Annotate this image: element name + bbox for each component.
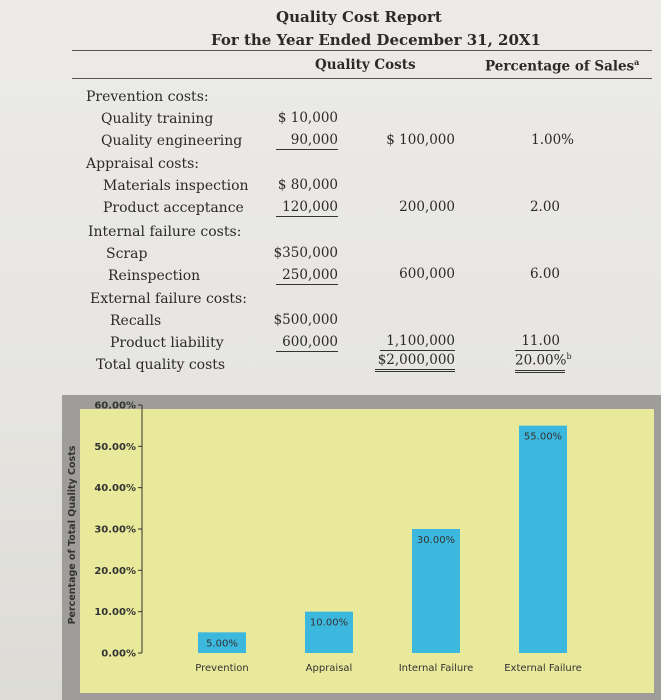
item-amount: 250,000	[276, 267, 338, 285]
category-total: 600,000	[399, 266, 455, 282]
x-category-label: External Failure	[504, 663, 582, 674]
header-rule-bottom	[72, 78, 652, 79]
bar-appraisal	[305, 611, 353, 653]
bar-internal-failure	[412, 529, 460, 653]
total-quality-costs-label: Total quality costs	[96, 357, 226, 373]
category-percentage: 6.00	[529, 266, 560, 282]
column-header-percentage-text: Percentage of Sales	[485, 58, 635, 75]
grand-percentage: 20.00%b	[515, 352, 572, 373]
grand-percentage-value: 20.00%	[515, 352, 567, 369]
item-label: Quality training	[101, 111, 214, 127]
column-header-quality-costs: Quality Costs	[315, 57, 416, 73]
y-tick-label: 10.00%	[94, 607, 136, 618]
footnote-marker-a: a	[634, 57, 640, 67]
category-label-appraisal: Appraisal costs:	[86, 156, 199, 172]
quality-cost-bar-chart: 0.00% 10.00% 20.00% 30.00% 40.00% 50.00% 60.00…	[67, 401, 582, 675]
category-label-internal-failure: Internal failure costs:	[88, 224, 242, 240]
item-label: Materials inspection	[103, 178, 249, 194]
item-label: Scrap	[106, 246, 148, 262]
item-amount: $500,000	[273, 312, 338, 328]
category-total: 200,000	[399, 199, 455, 215]
item-amount: 120,000	[276, 199, 338, 217]
category-percentage: 1.00%	[531, 132, 574, 148]
category-percentage: 11.00	[515, 333, 560, 351]
item-label: Product liability	[110, 335, 224, 351]
y-tick-label: 0.00%	[101, 649, 136, 660]
category-total: $ 100,000	[386, 132, 455, 148]
report-subtitle: For the Year Ended December 31, 20X1	[211, 31, 541, 49]
bar-data-label: 30.00%	[417, 535, 455, 546]
header-rule-top	[72, 50, 652, 51]
footnote-marker-b: b	[566, 352, 572, 361]
item-amount: $ 10,000	[277, 110, 338, 126]
item-amount: $350,000	[273, 245, 338, 261]
item-amount: $ 80,000	[277, 177, 338, 193]
y-tick-label: 60.00%	[94, 401, 136, 412]
item-label: Reinspection	[108, 268, 201, 284]
bar-data-label: 55.00%	[524, 432, 562, 443]
category-percentage: 2.00	[529, 199, 560, 215]
y-tick-label: 40.00%	[94, 483, 136, 494]
x-category-label: Internal Failure	[399, 663, 474, 674]
grand-total: $2,000,000	[375, 352, 455, 372]
y-tick-label: 30.00%	[94, 525, 136, 536]
report-title: Quality Cost Report	[276, 8, 442, 26]
x-category-label: Appraisal	[306, 663, 353, 674]
item-label: Quality engineering	[101, 133, 243, 149]
column-header-percentage: Percentage of Salesa	[485, 57, 639, 75]
bar-prevention	[198, 632, 246, 653]
bar-data-label: 5.00%	[206, 638, 238, 649]
category-label-prevention: Prevention costs:	[86, 89, 209, 105]
y-axis-title: Percentage of Total Quality Costs	[67, 445, 78, 624]
category-total: 1,100,000	[380, 333, 455, 351]
bar-external-failure	[519, 425, 567, 653]
y-tick-label: 20.00%	[94, 566, 136, 577]
item-label: Product acceptance	[103, 200, 244, 216]
bar-data-label: 10.00%	[310, 618, 348, 629]
category-label-external-failure: External failure costs:	[90, 291, 247, 307]
y-tick-label: 50.00%	[94, 442, 136, 453]
chart-frame: 0.00% 10.00% 20.00% 30.00% 40.00% 50.00% 60.00…	[62, 395, 661, 700]
item-amount: 90,000	[276, 132, 338, 150]
quality-cost-report: Quality Cost Report For the Year Ended D…	[72, 8, 652, 373]
x-category-label: Prevention	[195, 663, 248, 674]
item-label: Recalls	[110, 313, 162, 329]
item-amount: 600,000	[276, 334, 338, 352]
